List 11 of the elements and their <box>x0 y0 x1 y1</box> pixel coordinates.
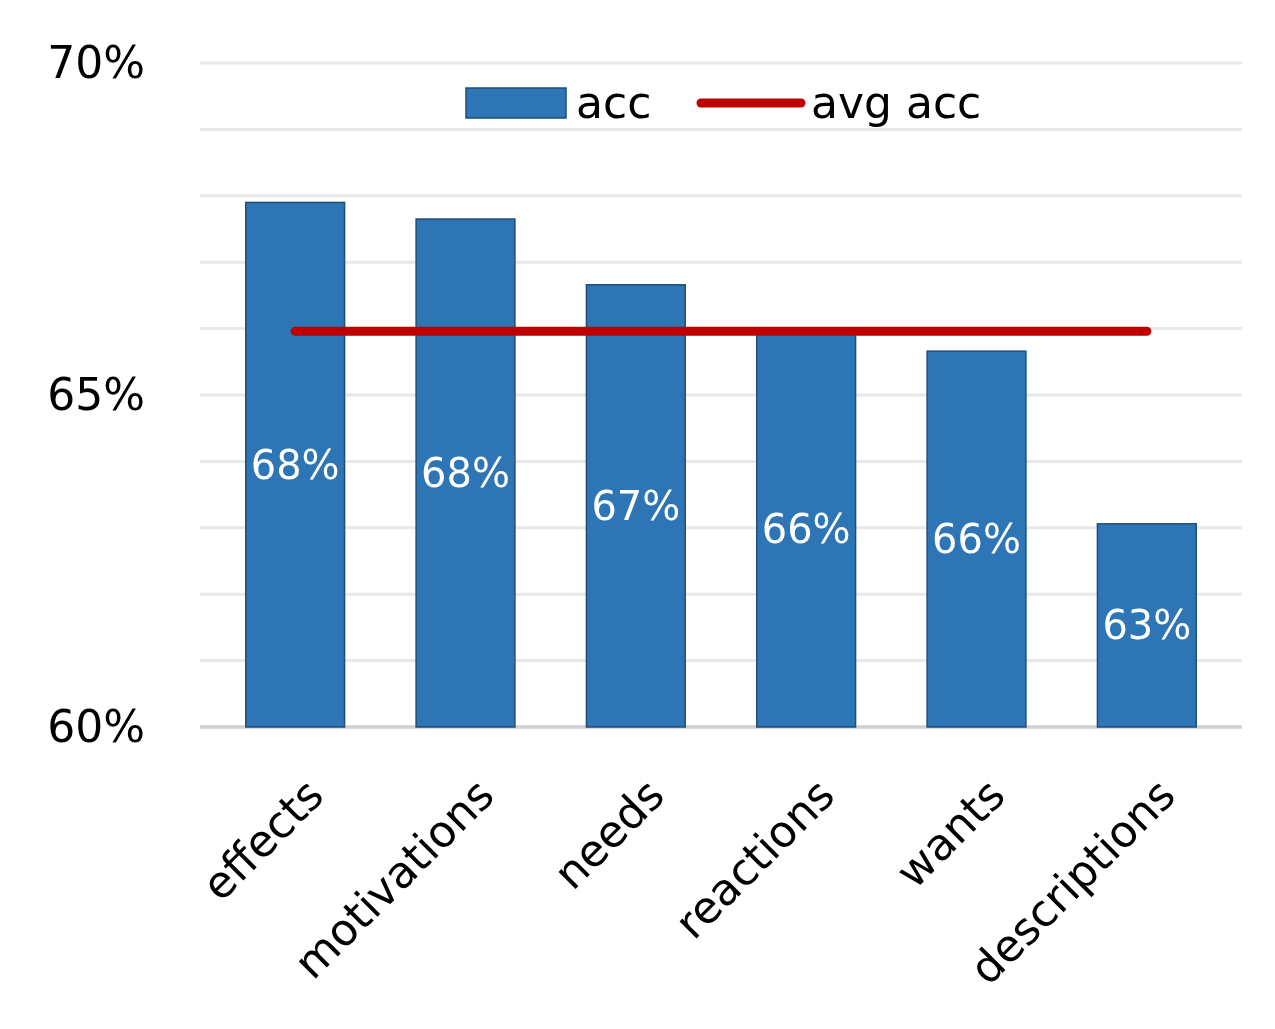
data-label: 63% <box>1102 602 1192 649</box>
y-tick-label: 70% <box>47 37 145 89</box>
legend-label: avg acc <box>811 77 982 129</box>
data-label: 67% <box>591 482 681 529</box>
data-label: 66% <box>761 506 851 553</box>
data-label: 68% <box>250 441 340 488</box>
data-label: 68% <box>421 450 510 497</box>
y-tick-label: 65% <box>47 369 145 421</box>
y-tick-label: 60% <box>47 701 145 753</box>
data-label: 66% <box>932 516 1021 563</box>
legend-label: acc <box>576 77 652 129</box>
